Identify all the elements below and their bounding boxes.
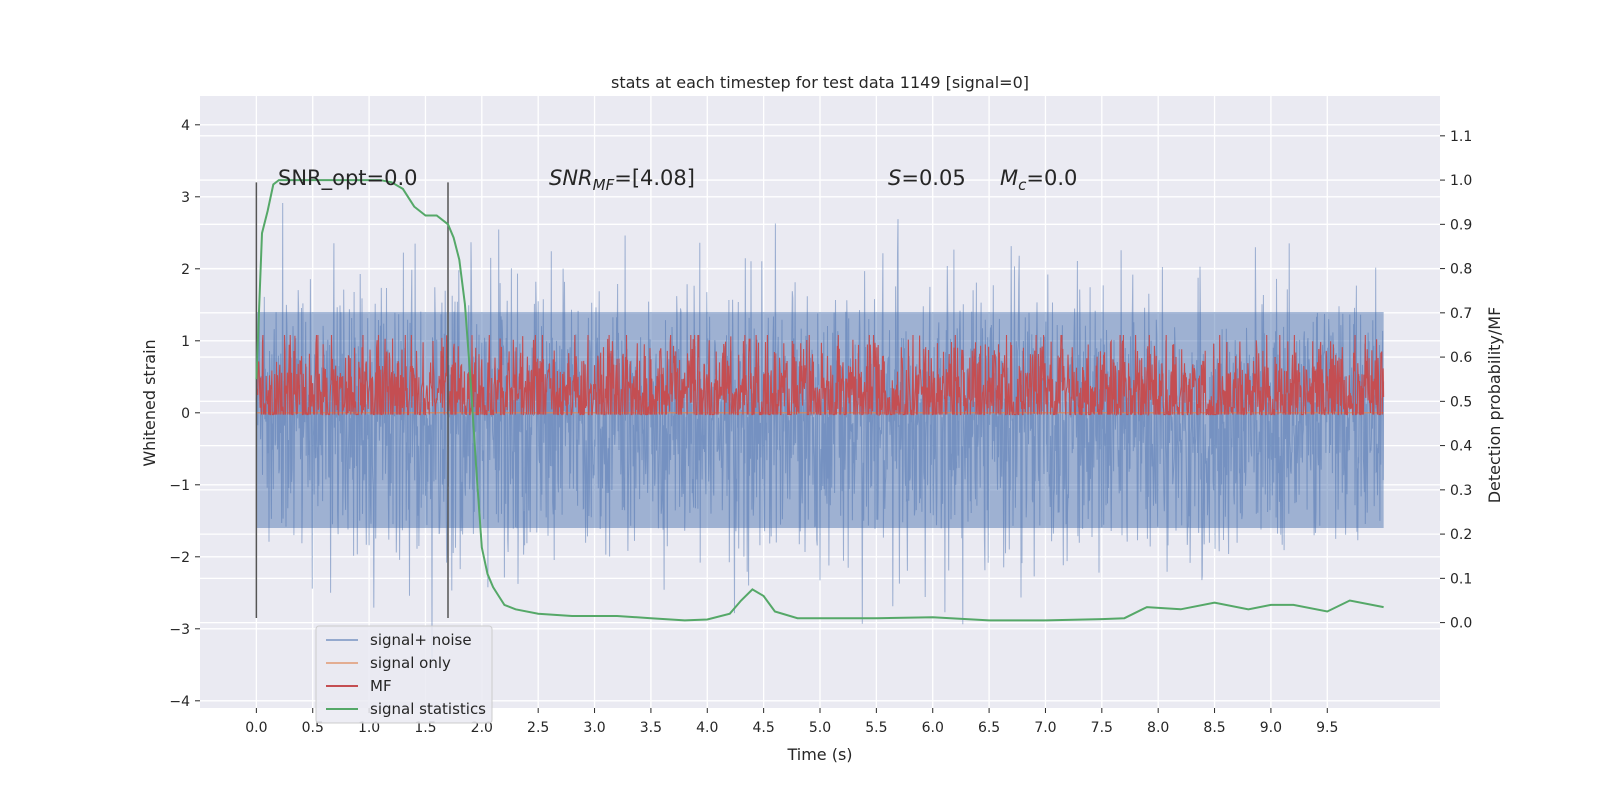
mf-line (255, 334, 1385, 417)
legend-box (315, 625, 493, 724)
y-tick-label: −2 (169, 550, 190, 566)
x-tick-label: 0.0 (245, 720, 267, 736)
y-tick-label: 4 (181, 118, 190, 134)
legend-label-mf: MF (370, 677, 392, 695)
y2-tick-label: 0.6 (1450, 350, 1472, 366)
x-tick-label: 8.0 (1147, 720, 1169, 736)
x-tick-label: 9.0 (1260, 720, 1282, 736)
x-tick-label: 5.0 (809, 720, 831, 736)
y2-tick-label: 0.4 (1450, 439, 1472, 455)
x-tick-label: 2.0 (471, 720, 493, 736)
snr-mf-annotation: SNRMF=[4.08] (549, 166, 695, 194)
series-layer (255, 179, 1385, 663)
signal-statistics-line (255, 179, 1384, 622)
legend-label-stats: signal statistics (370, 700, 486, 718)
y-tick-label: 3 (181, 190, 190, 206)
x-tick-label: 5.5 (865, 720, 887, 736)
signal-noise-line (255, 202, 1385, 663)
s-label: S (888, 166, 901, 190)
legend-label-signal-only: signal only (370, 654, 451, 672)
snr-mf-subscript: MF (593, 176, 615, 194)
y-tick-label: 0 (181, 406, 190, 422)
x-tick-label: 1.5 (414, 720, 436, 736)
y2-tick-label: 0.0 (1450, 616, 1472, 632)
y-tick-label: −1 (169, 478, 190, 494)
mc-subscript: c (1018, 176, 1027, 194)
legend-label-noise: signal+ noise (370, 631, 472, 649)
y-tick-label: −3 (169, 622, 190, 638)
x-tick-label: 2.5 (527, 720, 549, 736)
y2-tick-label: 1.0 (1450, 173, 1472, 189)
mc-value: =0.0 (1026, 166, 1077, 190)
chart-title: stats at each timestep for test data 114… (611, 73, 1029, 92)
snr-mf-label: SNR (549, 166, 593, 190)
tick-layer: 0.0 0.5 1.0 1.5 2.0 2.5 3.0 3.5 4.0 4.5 5.0 5.5 6.0 6… (169, 118, 1472, 736)
x-tick-label: 7.0 (1034, 720, 1056, 736)
s-annotation: S=0.05 (888, 166, 966, 190)
y2-tick-label: 0.2 (1450, 527, 1472, 543)
x-tick-label: 3.0 (583, 720, 605, 736)
s-value: =0.05 (901, 166, 965, 190)
x-tick-label: 8.5 (1203, 720, 1225, 736)
annotations: SNR_opt=0.0 SNRMF=[4.08] S=0.05 Mc=0.0 (278, 166, 1077, 194)
y2-axis-label: Detection probability/MF (1485, 307, 1504, 504)
y-axis-label: Whitened strain (140, 339, 159, 466)
y2-tick-label: 0.1 (1450, 571, 1472, 587)
x-tick-label: 0.5 (302, 720, 324, 736)
x-tick-label: 7.5 (1091, 720, 1113, 736)
x-tick-label: 6.5 (978, 720, 1000, 736)
snr-opt-annotation: SNR_opt=0.0 (278, 166, 418, 191)
snr-mf-value: =[4.08] (614, 166, 695, 190)
y-tick-label: 2 (181, 262, 190, 278)
x-tick-label: 1.0 (358, 720, 380, 736)
x-tick-label: 4.5 (753, 720, 775, 736)
mc-annotation: Mc=0.0 (1000, 166, 1077, 194)
y2-tick-label: 0.7 (1450, 306, 1472, 322)
x-tick-label: 3.5 (640, 720, 662, 736)
x-tick-label: 6.0 (922, 720, 944, 736)
y2-tick-label: 0.5 (1450, 394, 1472, 410)
y2-tick-label: 0.3 (1450, 483, 1472, 499)
x-tick-label: 9.5 (1316, 720, 1338, 736)
y-tick-label: 1 (181, 334, 190, 350)
y2-tick-label: 0.8 (1450, 262, 1472, 278)
x-tick-label: 4.0 (696, 720, 718, 736)
x-axis-label: Time (s) (786, 745, 852, 764)
legend: signal+ noise signal only MF signal stat… (315, 625, 493, 724)
y2-tick-label: 0.9 (1450, 217, 1472, 233)
y-tick-label: −4 (169, 694, 190, 710)
y2-tick-label: 1.1 (1450, 129, 1472, 145)
mc-label: M (1000, 166, 1018, 190)
